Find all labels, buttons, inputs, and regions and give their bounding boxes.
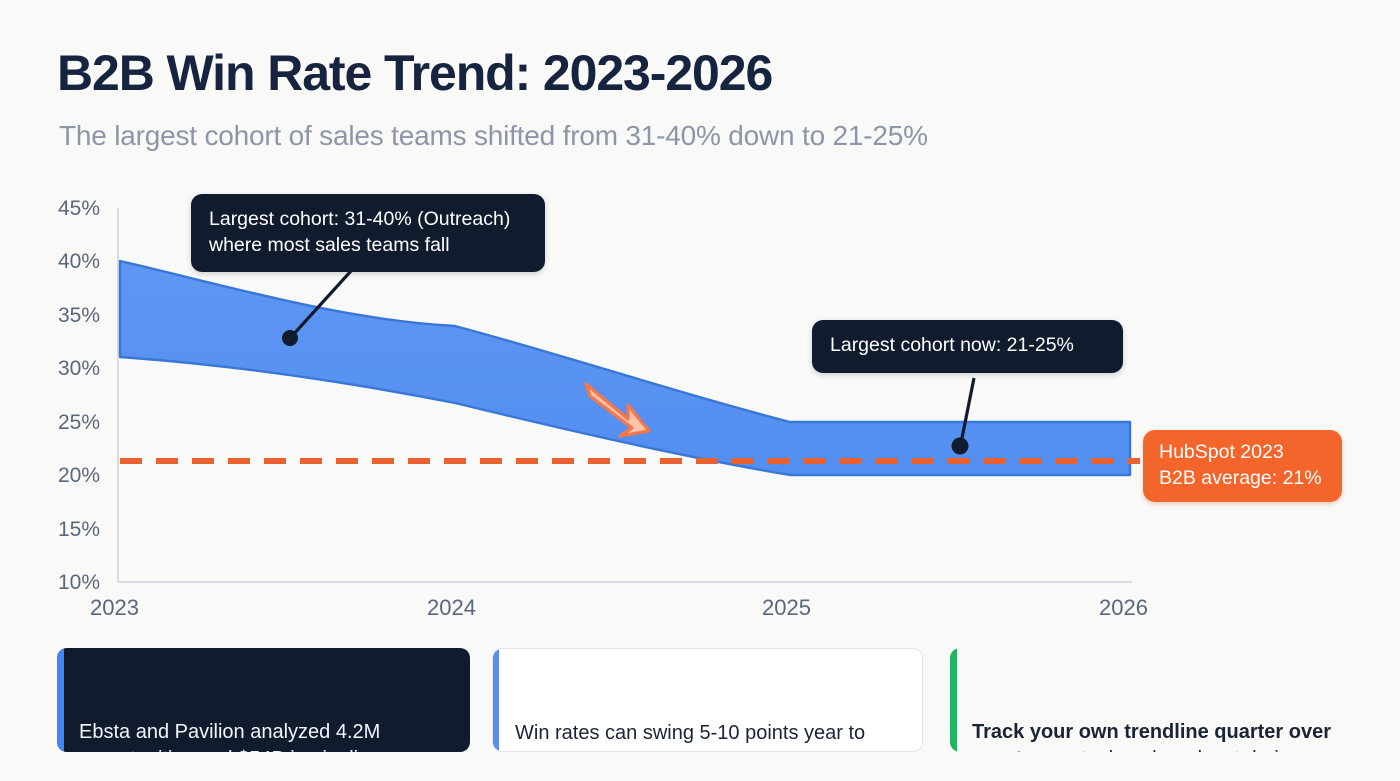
card-text: Ebsta and Pavilion analyzed 4.2M opportu… [79, 721, 381, 752]
y-tick-20: 20% [57, 464, 100, 487]
card-text: Win rates can swing 5-10 points year to … [515, 722, 866, 751]
hubspot-average-badge: HubSpot 2023 B2B average: 21% [1143, 430, 1342, 503]
callout-2-leader [951, 377, 976, 455]
card-accent-bar [493, 649, 499, 751]
volatility-card: Win rates can swing 5-10 points year to … [492, 648, 923, 752]
x-tick-2023: 2023 [90, 595, 139, 620]
y-tick-30: 30% [57, 357, 100, 380]
x-tick-2025: 2025 [762, 595, 811, 620]
down-right-arrow-icon [584, 382, 651, 438]
y-tick-10: 10% [57, 571, 100, 594]
y-tick-35: 35% [57, 304, 100, 327]
win-rate-band-chart: 45% 40% 35% 30% 25% 20% 15% 10% 2023 202… [0, 180, 1400, 620]
takeaway-card: Track your own trendline quarter over qu… [950, 648, 1355, 752]
y-tick-45: 45% [57, 197, 100, 220]
card-accent-bar [57, 648, 64, 752]
footer-card-row: Ebsta and Pavilion analyzed 4.2M opportu… [0, 648, 1400, 758]
callout-largest-cohort-now: Largest cohort now: 21-25% [812, 320, 1123, 373]
y-tick-40: 40% [57, 250, 100, 273]
data-source-card: Ebsta and Pavilion analyzed 4.2M opportu… [57, 648, 470, 752]
card-text-rest: - not a benchmark set during a bull mark… [972, 748, 1317, 752]
callout-largest-cohort-2023: Largest cohort: 31-40% (Outreach) where … [191, 194, 545, 273]
page-title: B2B Win Rate Trend: 2023-2026 [57, 45, 773, 101]
x-tick-2024: 2024 [427, 595, 476, 620]
chart-plot-svg [117, 208, 1140, 583]
x-tick-2026: 2026 [1099, 595, 1148, 620]
page-subtitle: The largest cohort of sales teams shifte… [59, 120, 928, 151]
y-tick-25: 25% [57, 411, 100, 434]
y-tick-15: 15% [57, 518, 100, 541]
card-accent-bar [950, 648, 957, 752]
card-text-bold: Track your own trendline quarter over qu… [972, 721, 1331, 752]
